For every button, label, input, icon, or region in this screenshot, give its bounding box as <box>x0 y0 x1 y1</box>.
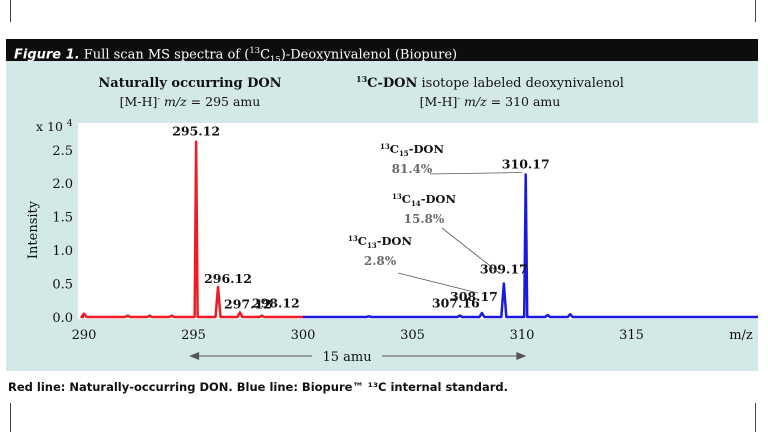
figure-header: Figure 1. Full scan MS spectra of (13C15… <box>6 39 758 64</box>
figure-title-pre: Full scan MS spectra of ( <box>79 47 250 63</box>
peak-point <box>149 315 151 317</box>
y-axis-label: Intensity <box>26 200 41 259</box>
isotope-leader-line <box>441 227 501 274</box>
isotope-suffix: -DON <box>377 234 413 248</box>
isotope-leader-line <box>397 272 479 294</box>
isotope-name: C <box>402 192 411 206</box>
peak-label: 297.12 <box>224 296 272 311</box>
span-label: 15 amu <box>322 350 371 365</box>
series-line-0 <box>80 140 303 319</box>
x-axis-label: m/z <box>729 328 753 343</box>
peak-point <box>569 313 571 315</box>
peak-point <box>195 141 197 143</box>
title-rest: isotope labeled deoxynivalenol <box>417 76 624 91</box>
isotope-sub: 14 <box>411 199 421 208</box>
left-border-bottom <box>10 403 11 432</box>
peak-label: 295.12 <box>172 124 220 139</box>
peak-label: 310.17 <box>502 157 550 172</box>
peak-point <box>83 313 85 315</box>
formula-sup: - <box>157 94 160 103</box>
figure-title-sub: 15 <box>270 53 281 64</box>
group-label-labeled-title: 13C-DON isotope labeled deoxynivalenol <box>356 74 624 91</box>
peak-point <box>503 282 505 285</box>
peak-point <box>481 312 483 314</box>
left-border-top <box>10 0 11 22</box>
plot-area <box>78 123 758 319</box>
x-tick-label: 300 <box>291 328 316 343</box>
peak-point <box>217 286 219 288</box>
peak-point <box>368 315 370 317</box>
isotope-sup: 13 <box>380 142 390 151</box>
y-tick-label: 0.0 <box>52 311 73 326</box>
figure-panel: Naturally occurring DON [M-H]- m/z = 295 … <box>6 61 758 371</box>
peak-label: 307.16 <box>432 296 480 311</box>
y-tick-label: 2.0 <box>52 177 73 192</box>
y-multiplier-exp: 4 <box>67 119 73 129</box>
isotope-suffix: -DON <box>409 142 445 156</box>
y-multiplier: x 10 4 <box>36 119 73 134</box>
peak-point <box>525 173 527 176</box>
isotope-sup: 13 <box>392 192 402 201</box>
y-tick-label: 1.5 <box>52 211 73 226</box>
y-tick-label: 0.5 <box>52 278 73 293</box>
title-sup: 13 <box>356 74 368 84</box>
right-border-top <box>755 0 756 22</box>
figure-title-mid: C <box>260 47 271 63</box>
isotope-leader-line <box>429 172 522 175</box>
peak-label: 296.12 <box>204 271 252 286</box>
x-tick-label: 295 <box>181 328 206 343</box>
figure-title-post: )-Deoxynivalenol (Biopure) <box>280 47 458 63</box>
formula-pre: [M-H] <box>420 94 458 109</box>
y-tick-label: 1.0 <box>52 244 73 259</box>
isotope-sup: 13 <box>348 234 358 243</box>
formula-mz: m/z <box>164 94 187 109</box>
isotope-percent: 15.8% <box>404 212 445 226</box>
peak-point <box>459 315 461 317</box>
y-multiplier-base: x 10 <box>36 119 67 134</box>
peak-label: 309.17 <box>480 262 528 277</box>
isotope-suffix: -DON <box>421 192 457 206</box>
mass-spectrum-chart: Naturally occurring DON[M-H]- m/z = 295 … <box>26 74 758 365</box>
isotope-name: C <box>390 142 399 156</box>
span-arrow-left-head <box>189 352 200 360</box>
isotope-name: C <box>358 234 367 248</box>
y-tick-label: 2.5 <box>52 144 73 159</box>
formula-sup: - <box>457 94 460 103</box>
group-label-natural-formula: [M-H]- m/z = 295 amu <box>120 94 261 109</box>
x-tick-label: 310 <box>510 328 535 343</box>
peak-point <box>127 315 129 317</box>
formula-pre: [M-H] <box>120 94 158 109</box>
peak-label: 308.17 <box>450 289 498 304</box>
group-label-natural-title: Naturally occurring DON <box>98 76 281 91</box>
peak-point <box>547 314 549 316</box>
isotope-label: 13C13-DON <box>348 234 412 250</box>
peak-point <box>261 315 263 317</box>
peak-point <box>171 315 173 317</box>
isotope-percent: 2.8% <box>364 254 397 268</box>
title-bold: C-DON <box>367 76 417 91</box>
span-arrow-right-head <box>516 352 527 360</box>
figure-caption: Red line: Naturally-occurring DON. Blue … <box>8 380 508 394</box>
isotope-label: 13C15-DON <box>380 142 444 158</box>
x-tick-label: 290 <box>72 328 97 343</box>
formula-post: = 310 amu <box>487 94 561 109</box>
isotope-sub: 15 <box>399 149 409 158</box>
group-label-labeled-formula: [M-H]- m/z = 310 amu <box>420 94 561 109</box>
peak-label: 298.12 <box>252 296 300 311</box>
x-tick-label: 315 <box>619 328 644 343</box>
figure-title-sup: 13 <box>249 45 261 55</box>
formula-mz: m/z <box>464 94 487 109</box>
formula-post: = 295 amu <box>187 94 261 109</box>
isotope-label: 13C14-DON <box>392 192 456 208</box>
right-border-bottom <box>755 403 756 432</box>
isotope-percent: 81.4% <box>392 162 433 176</box>
figure-label: Figure 1. <box>14 47 80 63</box>
isotope-sub: 13 <box>367 241 377 250</box>
x-tick-label: 305 <box>400 328 425 343</box>
peak-point <box>239 311 241 313</box>
